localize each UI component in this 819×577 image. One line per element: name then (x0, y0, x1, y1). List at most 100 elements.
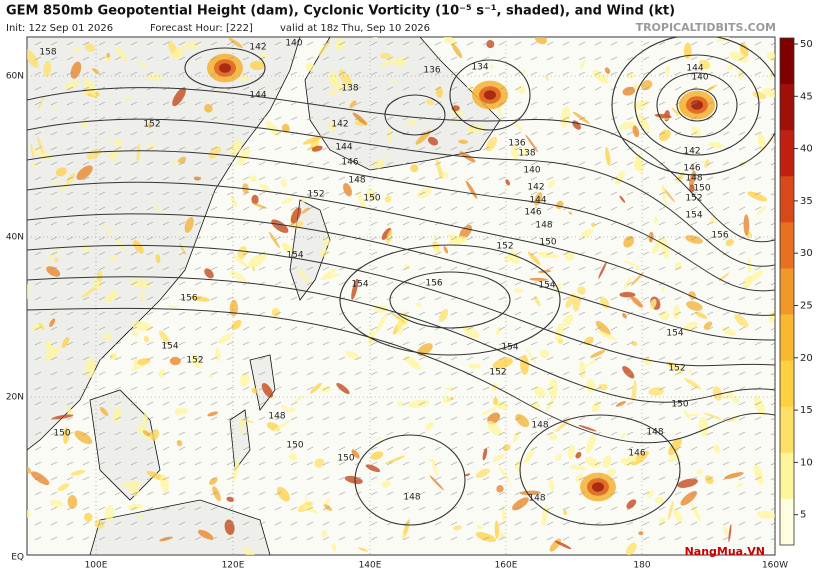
vorticity-shading (685, 235, 703, 244)
wind-barb (178, 56, 186, 61)
wind-barb (34, 251, 42, 256)
wind-barb (322, 236, 330, 241)
wind-barb (34, 506, 42, 511)
wind-barb (322, 206, 330, 211)
wind-barb (738, 461, 746, 466)
land (27, 37, 301, 451)
vorticity-shading (310, 382, 322, 394)
wind-barb (386, 431, 394, 436)
vorticity-shading (633, 99, 648, 111)
vorticity-shading (725, 238, 734, 247)
wind-barb (530, 491, 538, 496)
vorticity-shading (159, 536, 173, 542)
wind-barb (738, 386, 746, 391)
wind-barb (210, 221, 218, 226)
wind-barb (690, 536, 698, 541)
contour-label: 144 (335, 143, 352, 153)
vorticity-shading (302, 135, 324, 145)
vorticity-shading (352, 112, 367, 126)
wind-barb (370, 101, 378, 106)
wind-barb (146, 146, 154, 151)
wind-barb (98, 266, 106, 271)
wind-barb (98, 386, 106, 391)
wind-barb (610, 161, 618, 166)
vorticity-shading (154, 204, 162, 212)
wind-barb (34, 236, 42, 241)
wind-barb (578, 401, 586, 406)
wind-barb (562, 206, 570, 211)
wind-barb (194, 146, 202, 151)
vorticity-shading (547, 179, 555, 189)
wind-barb (194, 206, 202, 211)
wind-barb (274, 191, 282, 196)
vorticity-shading (510, 146, 519, 160)
wind-barb (338, 176, 346, 181)
wind-barb (642, 176, 650, 181)
wind-barb (498, 161, 506, 166)
wind-barb (178, 491, 186, 496)
wind-barb (98, 161, 106, 166)
wind-barb (418, 176, 426, 181)
wind-barb (626, 386, 634, 391)
wind-barb (130, 386, 138, 391)
wind-barb (50, 41, 58, 46)
wind-barb (626, 206, 634, 211)
wind-barb (530, 221, 538, 226)
wind-barb (498, 101, 506, 106)
wind-barb (82, 101, 90, 106)
wind-barb (594, 476, 602, 481)
wind-barb (690, 311, 698, 316)
wind-barb (162, 506, 170, 511)
vorticity-shading (208, 146, 221, 159)
wind-barb (258, 161, 266, 166)
wind-barb (114, 536, 122, 541)
wind-barb (146, 41, 154, 46)
wind-barb (626, 356, 634, 361)
wind-barb (482, 146, 490, 151)
vorticity-shading (747, 191, 768, 202)
vorticity-shading (649, 298, 657, 310)
wind-barb (98, 461, 106, 466)
wind-barb (658, 461, 666, 466)
wind-barb (658, 326, 666, 331)
wind-barb (738, 341, 746, 346)
wind-barb (354, 56, 362, 61)
wind-barb (82, 536, 90, 541)
wind-barb (642, 476, 650, 481)
vorticity-shading (357, 547, 368, 552)
vorticity-shading (92, 279, 102, 290)
wind-barb (626, 161, 634, 166)
init: Init: 12z Sep 01 2026 (6, 23, 113, 34)
wind-barb (498, 71, 506, 76)
colorbar-tick-label: 50 (800, 39, 813, 50)
wind-barb (146, 281, 154, 286)
vorticity-shading (537, 251, 560, 259)
wind-barb (306, 311, 314, 316)
wind-barb (194, 506, 202, 511)
vorticity-shading (331, 543, 337, 552)
vorticity-shading (496, 400, 509, 411)
wind-barb (642, 446, 650, 451)
wind-barb (514, 161, 522, 166)
vorticity-shading (680, 491, 697, 506)
wind-barb (706, 416, 714, 421)
wind-barb (226, 491, 234, 496)
vorticity-shading (351, 449, 360, 459)
vorticity-shading (104, 504, 115, 522)
wind-barb (114, 206, 122, 211)
wind-barb (754, 461, 762, 466)
wind-barb (82, 521, 90, 526)
wind-barb (546, 221, 554, 226)
wind-barb (274, 236, 282, 241)
wind-barb (354, 41, 362, 46)
wind-barb (354, 251, 362, 256)
wind-barb (226, 461, 234, 466)
wind-barb (434, 41, 442, 46)
wind-barb (482, 521, 490, 526)
wind-barb (754, 416, 762, 421)
wind-barb (386, 41, 394, 46)
wind-barb (658, 296, 666, 301)
wind-barb (322, 476, 330, 481)
wind-barb (306, 116, 314, 121)
wind-barb (50, 311, 58, 316)
